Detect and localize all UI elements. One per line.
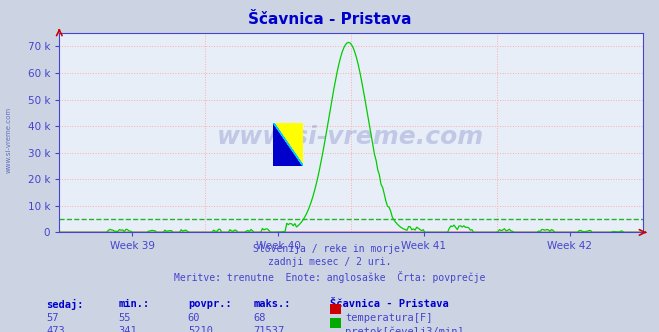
Text: 5210: 5210 <box>188 326 213 332</box>
Text: Ščavnica - Pristava: Ščavnica - Pristava <box>248 12 411 27</box>
Text: sedaj:: sedaj: <box>46 299 84 310</box>
Text: www.si-vreme.com: www.si-vreme.com <box>217 125 484 149</box>
Text: 68: 68 <box>254 313 266 323</box>
Text: 57: 57 <box>46 313 59 323</box>
Text: maks.:: maks.: <box>254 299 291 309</box>
Text: 341: 341 <box>119 326 137 332</box>
Text: www.si-vreme.com: www.si-vreme.com <box>5 106 12 173</box>
Text: min.:: min.: <box>119 299 150 309</box>
Text: Ščavnica - Pristava: Ščavnica - Pristava <box>330 299 448 309</box>
Text: 473: 473 <box>46 326 65 332</box>
Text: temperatura[F]: temperatura[F] <box>345 313 433 323</box>
Text: Slovenija / reke in morje.: Slovenija / reke in morje. <box>253 244 406 254</box>
Text: zadnji mesec / 2 uri.: zadnji mesec / 2 uri. <box>268 257 391 267</box>
Polygon shape <box>273 123 303 166</box>
Text: 60: 60 <box>188 313 200 323</box>
Text: 55: 55 <box>119 313 131 323</box>
Text: pretok[čevelj3/min]: pretok[čevelj3/min] <box>345 326 464 332</box>
Text: povpr.:: povpr.: <box>188 299 231 309</box>
Polygon shape <box>273 123 303 166</box>
Text: 71537: 71537 <box>254 326 285 332</box>
Polygon shape <box>273 123 303 166</box>
Text: Meritve: trenutne  Enote: anglosaške  Črta: povprečje: Meritve: trenutne Enote: anglosaške Črta… <box>174 271 485 283</box>
